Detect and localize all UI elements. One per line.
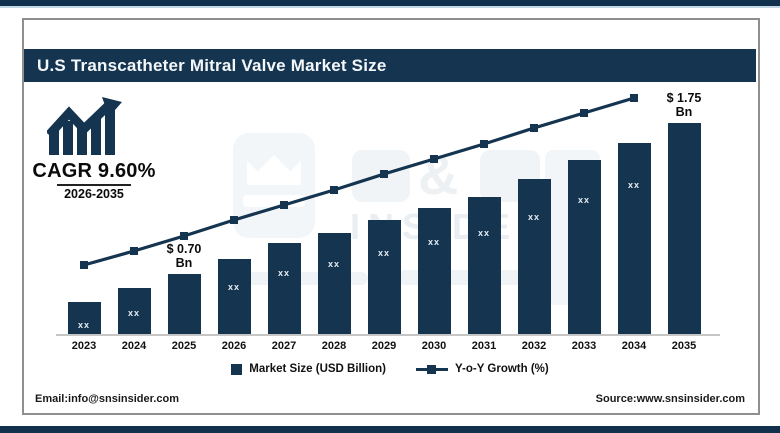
legend-label-yoy-growth: Y-o-Y Growth (%) [455, 363, 549, 375]
legend: Market Size (USD Billion) Y-o-Y Growth (… [0, 363, 780, 375]
line-series-swatch [416, 364, 449, 375]
legend-label-market-size: Market Size (USD Billion) [249, 363, 387, 375]
top-accent-underline [0, 6, 780, 8]
legend-item-market-size: Market Size (USD Billion) [231, 363, 386, 375]
x-axis-line [56, 334, 720, 336]
cagr-value: CAGR 9.60% [32, 160, 156, 182]
legend-item-yoy-growth: Y-o-Y Growth (%) [416, 363, 549, 375]
cagr-divider [57, 184, 131, 186]
bottom-accent-bar [0, 426, 780, 433]
growth-chart-icon [47, 97, 122, 155]
page-title: U.S Transcatheter Mitral Valve Market Si… [37, 55, 387, 75]
footer-email: Email:info@snsinsider.com [35, 393, 179, 405]
footer-source: Source:www.snsinsider.com [595, 393, 745, 405]
bar-series-swatch [231, 363, 243, 375]
chart-title-bar: U.S Transcatheter Mitral Valve Market Si… [24, 49, 756, 82]
top-accent-bar [0, 0, 780, 6]
cagr-period: 2026-2035 [64, 187, 124, 201]
